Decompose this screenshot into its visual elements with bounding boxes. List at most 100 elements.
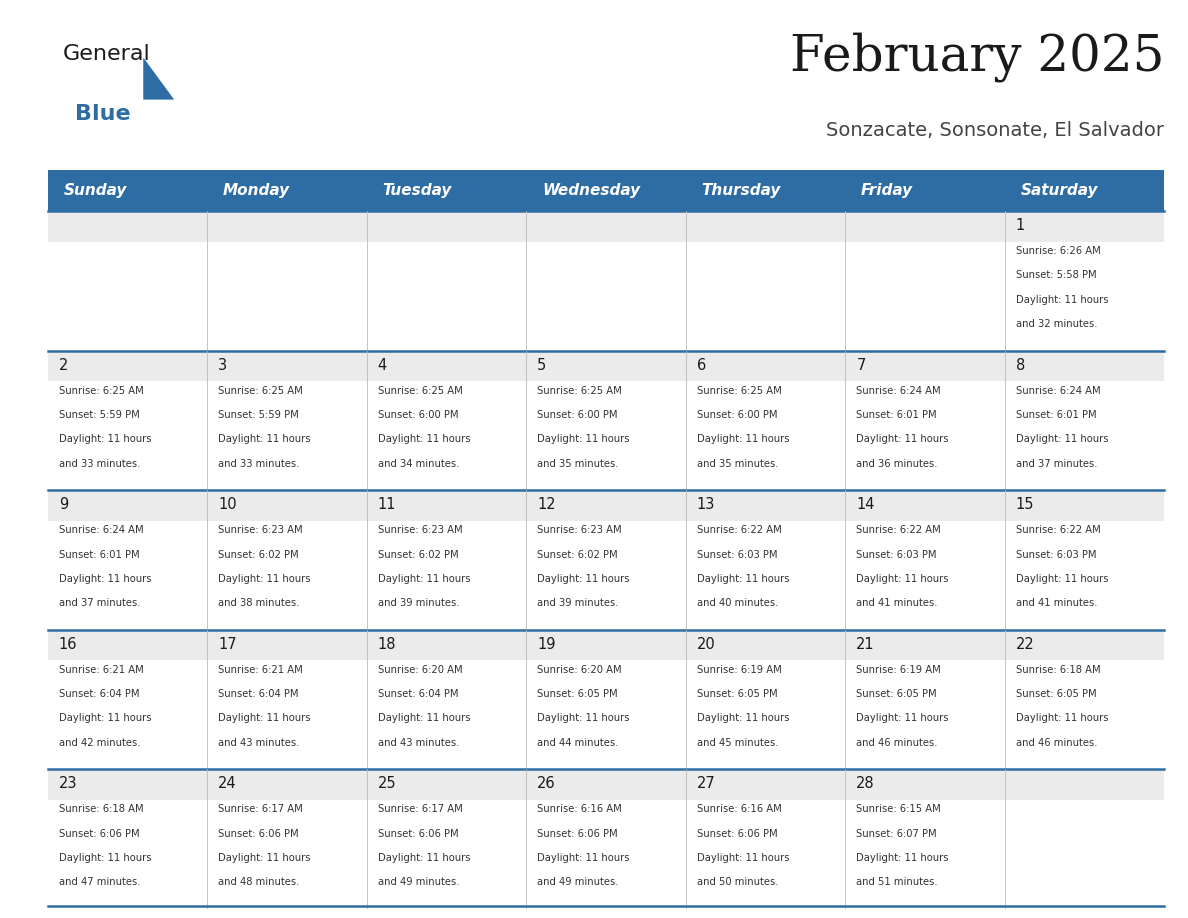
Text: Sunrise: 6:17 AM: Sunrise: 6:17 AM xyxy=(219,804,303,814)
Text: Daylight: 11 hours: Daylight: 11 hours xyxy=(1016,574,1108,584)
Text: Daylight: 11 hours: Daylight: 11 hours xyxy=(1016,434,1108,444)
Text: Sunset: 6:00 PM: Sunset: 6:00 PM xyxy=(537,410,618,420)
Text: Sunrise: 6:18 AM: Sunrise: 6:18 AM xyxy=(58,804,144,814)
Text: 2: 2 xyxy=(58,358,68,373)
Text: 18: 18 xyxy=(378,637,397,652)
Text: Sunrise: 6:22 AM: Sunrise: 6:22 AM xyxy=(1016,525,1100,535)
Bar xyxy=(48,351,1164,381)
Text: and 44 minutes.: and 44 minutes. xyxy=(537,738,619,748)
Text: Sunset: 6:02 PM: Sunset: 6:02 PM xyxy=(537,550,618,559)
Text: and 42 minutes.: and 42 minutes. xyxy=(58,738,140,748)
Text: Sunrise: 6:17 AM: Sunrise: 6:17 AM xyxy=(378,804,462,814)
Text: Sunrise: 6:25 AM: Sunrise: 6:25 AM xyxy=(219,386,303,396)
Text: Daylight: 11 hours: Daylight: 11 hours xyxy=(58,853,151,863)
Text: and 49 minutes.: and 49 minutes. xyxy=(537,878,619,888)
Bar xyxy=(48,769,1164,800)
Text: 13: 13 xyxy=(697,498,715,512)
Text: 21: 21 xyxy=(857,637,876,652)
Text: Daylight: 11 hours: Daylight: 11 hours xyxy=(537,434,630,444)
Text: 16: 16 xyxy=(58,637,77,652)
Text: and 33 minutes.: and 33 minutes. xyxy=(58,459,140,469)
Text: and 38 minutes.: and 38 minutes. xyxy=(219,599,299,609)
Text: Daylight: 11 hours: Daylight: 11 hours xyxy=(219,574,311,584)
Text: Sunrise: 6:24 AM: Sunrise: 6:24 AM xyxy=(58,525,144,535)
Text: Daylight: 11 hours: Daylight: 11 hours xyxy=(378,713,470,723)
Text: Sunset: 6:04 PM: Sunset: 6:04 PM xyxy=(378,689,459,699)
Text: Sunset: 5:59 PM: Sunset: 5:59 PM xyxy=(219,410,299,420)
Text: Sunset: 6:06 PM: Sunset: 6:06 PM xyxy=(697,829,777,838)
Text: Sunset: 6:01 PM: Sunset: 6:01 PM xyxy=(857,410,937,420)
Text: Sunrise: 6:19 AM: Sunrise: 6:19 AM xyxy=(857,665,941,675)
Text: and 46 minutes.: and 46 minutes. xyxy=(1016,738,1098,748)
Text: Daylight: 11 hours: Daylight: 11 hours xyxy=(58,434,151,444)
Text: Sunrise: 6:23 AM: Sunrise: 6:23 AM xyxy=(378,525,462,535)
Text: February 2025: February 2025 xyxy=(790,32,1164,83)
Polygon shape xyxy=(144,58,175,99)
Text: Saturday: Saturday xyxy=(1020,183,1098,198)
Bar xyxy=(48,211,1164,241)
Bar xyxy=(48,630,1164,660)
Text: Sunset: 6:00 PM: Sunset: 6:00 PM xyxy=(378,410,459,420)
Text: 6: 6 xyxy=(697,358,706,373)
Text: and 41 minutes.: and 41 minutes. xyxy=(1016,599,1098,609)
Text: Sunset: 6:05 PM: Sunset: 6:05 PM xyxy=(857,689,937,699)
Text: Daylight: 11 hours: Daylight: 11 hours xyxy=(697,713,789,723)
Text: 27: 27 xyxy=(697,777,715,791)
Text: Monday: Monday xyxy=(223,183,290,198)
Text: Sunrise: 6:18 AM: Sunrise: 6:18 AM xyxy=(1016,665,1100,675)
Text: and 33 minutes.: and 33 minutes. xyxy=(219,459,299,469)
Text: and 46 minutes.: and 46 minutes. xyxy=(857,738,937,748)
Text: Sunset: 6:02 PM: Sunset: 6:02 PM xyxy=(378,550,459,559)
Text: and 49 minutes.: and 49 minutes. xyxy=(378,878,460,888)
Text: and 45 minutes.: and 45 minutes. xyxy=(697,738,778,748)
Text: 24: 24 xyxy=(219,777,236,791)
Text: Sunrise: 6:25 AM: Sunrise: 6:25 AM xyxy=(697,386,782,396)
Text: Sunrise: 6:16 AM: Sunrise: 6:16 AM xyxy=(697,804,782,814)
Text: Sunset: 5:59 PM: Sunset: 5:59 PM xyxy=(58,410,139,420)
Text: Sunrise: 6:15 AM: Sunrise: 6:15 AM xyxy=(857,804,941,814)
Text: Daylight: 11 hours: Daylight: 11 hours xyxy=(1016,713,1108,723)
Text: Daylight: 11 hours: Daylight: 11 hours xyxy=(378,574,470,584)
Text: Sunset: 6:04 PM: Sunset: 6:04 PM xyxy=(58,689,139,699)
Text: and 41 minutes.: and 41 minutes. xyxy=(857,599,937,609)
Text: Wednesday: Wednesday xyxy=(542,183,640,198)
Text: Sunset: 6:06 PM: Sunset: 6:06 PM xyxy=(378,829,459,838)
Text: 25: 25 xyxy=(378,777,397,791)
Text: Daylight: 11 hours: Daylight: 11 hours xyxy=(378,853,470,863)
Text: Sunset: 6:02 PM: Sunset: 6:02 PM xyxy=(219,550,299,559)
Text: Daylight: 11 hours: Daylight: 11 hours xyxy=(1016,295,1108,305)
Text: and 32 minutes.: and 32 minutes. xyxy=(1016,319,1098,330)
Text: 23: 23 xyxy=(58,777,77,791)
Text: and 47 minutes.: and 47 minutes. xyxy=(58,878,140,888)
Text: 22: 22 xyxy=(1016,637,1035,652)
Text: 10: 10 xyxy=(219,498,236,512)
Text: 17: 17 xyxy=(219,637,236,652)
Text: and 51 minutes.: and 51 minutes. xyxy=(857,878,939,888)
Text: and 43 minutes.: and 43 minutes. xyxy=(219,738,299,748)
Text: Daylight: 11 hours: Daylight: 11 hours xyxy=(857,713,949,723)
Text: Thursday: Thursday xyxy=(702,183,781,198)
Text: Daylight: 11 hours: Daylight: 11 hours xyxy=(697,574,789,584)
Text: 4: 4 xyxy=(378,358,387,373)
Text: 1: 1 xyxy=(1016,218,1025,233)
Text: Sunrise: 6:20 AM: Sunrise: 6:20 AM xyxy=(537,665,621,675)
Text: Sunset: 6:03 PM: Sunset: 6:03 PM xyxy=(1016,550,1097,559)
Text: and 36 minutes.: and 36 minutes. xyxy=(857,459,937,469)
Text: Daylight: 11 hours: Daylight: 11 hours xyxy=(537,853,630,863)
Text: Sunrise: 6:22 AM: Sunrise: 6:22 AM xyxy=(857,525,941,535)
Text: Daylight: 11 hours: Daylight: 11 hours xyxy=(537,713,630,723)
Text: 20: 20 xyxy=(697,637,715,652)
Text: General: General xyxy=(63,44,151,63)
Text: Sunset: 6:06 PM: Sunset: 6:06 PM xyxy=(219,829,299,838)
Text: 5: 5 xyxy=(537,358,546,373)
Text: Sunset: 6:06 PM: Sunset: 6:06 PM xyxy=(537,829,618,838)
Text: Daylight: 11 hours: Daylight: 11 hours xyxy=(857,574,949,584)
Text: Sunrise: 6:25 AM: Sunrise: 6:25 AM xyxy=(58,386,144,396)
Text: Daylight: 11 hours: Daylight: 11 hours xyxy=(857,853,949,863)
Text: Friday: Friday xyxy=(861,183,914,198)
Text: Sunset: 6:01 PM: Sunset: 6:01 PM xyxy=(1016,410,1097,420)
Text: Sunset: 6:06 PM: Sunset: 6:06 PM xyxy=(58,829,139,838)
Text: Daylight: 11 hours: Daylight: 11 hours xyxy=(58,713,151,723)
Text: and 34 minutes.: and 34 minutes. xyxy=(378,459,459,469)
Text: Daylight: 11 hours: Daylight: 11 hours xyxy=(857,434,949,444)
